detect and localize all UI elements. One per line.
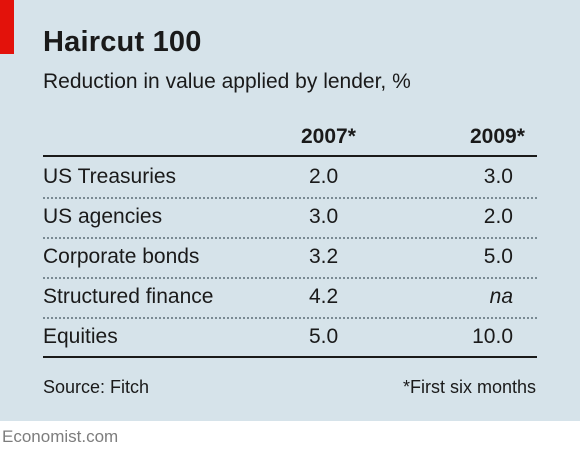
brand-credit: Economist.com [2, 427, 119, 446]
table-row: Equities 5.0 10.0 [43, 317, 537, 357]
value-2009: 5.0 [483, 245, 513, 268]
row-label: Corporate bonds [43, 245, 200, 268]
table-title: Haircut 100 [43, 26, 202, 58]
value-2009: 2.0 [483, 205, 513, 228]
row-label: Structured finance [43, 285, 214, 308]
value-2007: 5.0 [309, 325, 339, 348]
row-label: US Treasuries [43, 165, 177, 188]
table-row: Corporate bonds 3.2 5.0 [43, 237, 537, 277]
table-row: Structured finance 4.2 na [43, 277, 537, 317]
row-divider [43, 317, 537, 319]
row-divider [43, 197, 537, 199]
header-rule [43, 155, 537, 157]
value-2009: 3.0 [483, 165, 513, 188]
table-row: US agencies 3.0 2.0 [43, 197, 537, 237]
footnote: *First six months [402, 377, 536, 397]
table-row: US Treasuries 2.0 3.0 [43, 157, 537, 197]
column-header-2009: 2009* [470, 125, 525, 148]
value-2007: 3.2 [309, 245, 339, 268]
value-2007: 2.0 [309, 165, 339, 188]
table-bottom-rule [43, 356, 537, 358]
row-label: US agencies [43, 205, 163, 228]
value-2009: na [489, 285, 513, 308]
source-note: Source: Fitch [43, 377, 150, 397]
brand-red-tag [0, 0, 14, 54]
row-divider [43, 237, 537, 239]
value-2007: 3.0 [309, 205, 339, 228]
table-subtitle: Reduction in value applied by lender, % [43, 70, 411, 93]
chart-panel: Haircut 100 Reduction in value applied b… [0, 0, 580, 421]
row-divider [43, 277, 537, 279]
value-2009: 10.0 [472, 325, 513, 348]
column-header-2007: 2007* [301, 125, 356, 148]
value-2007: 4.2 [309, 285, 339, 308]
row-label: Equities [43, 325, 118, 348]
